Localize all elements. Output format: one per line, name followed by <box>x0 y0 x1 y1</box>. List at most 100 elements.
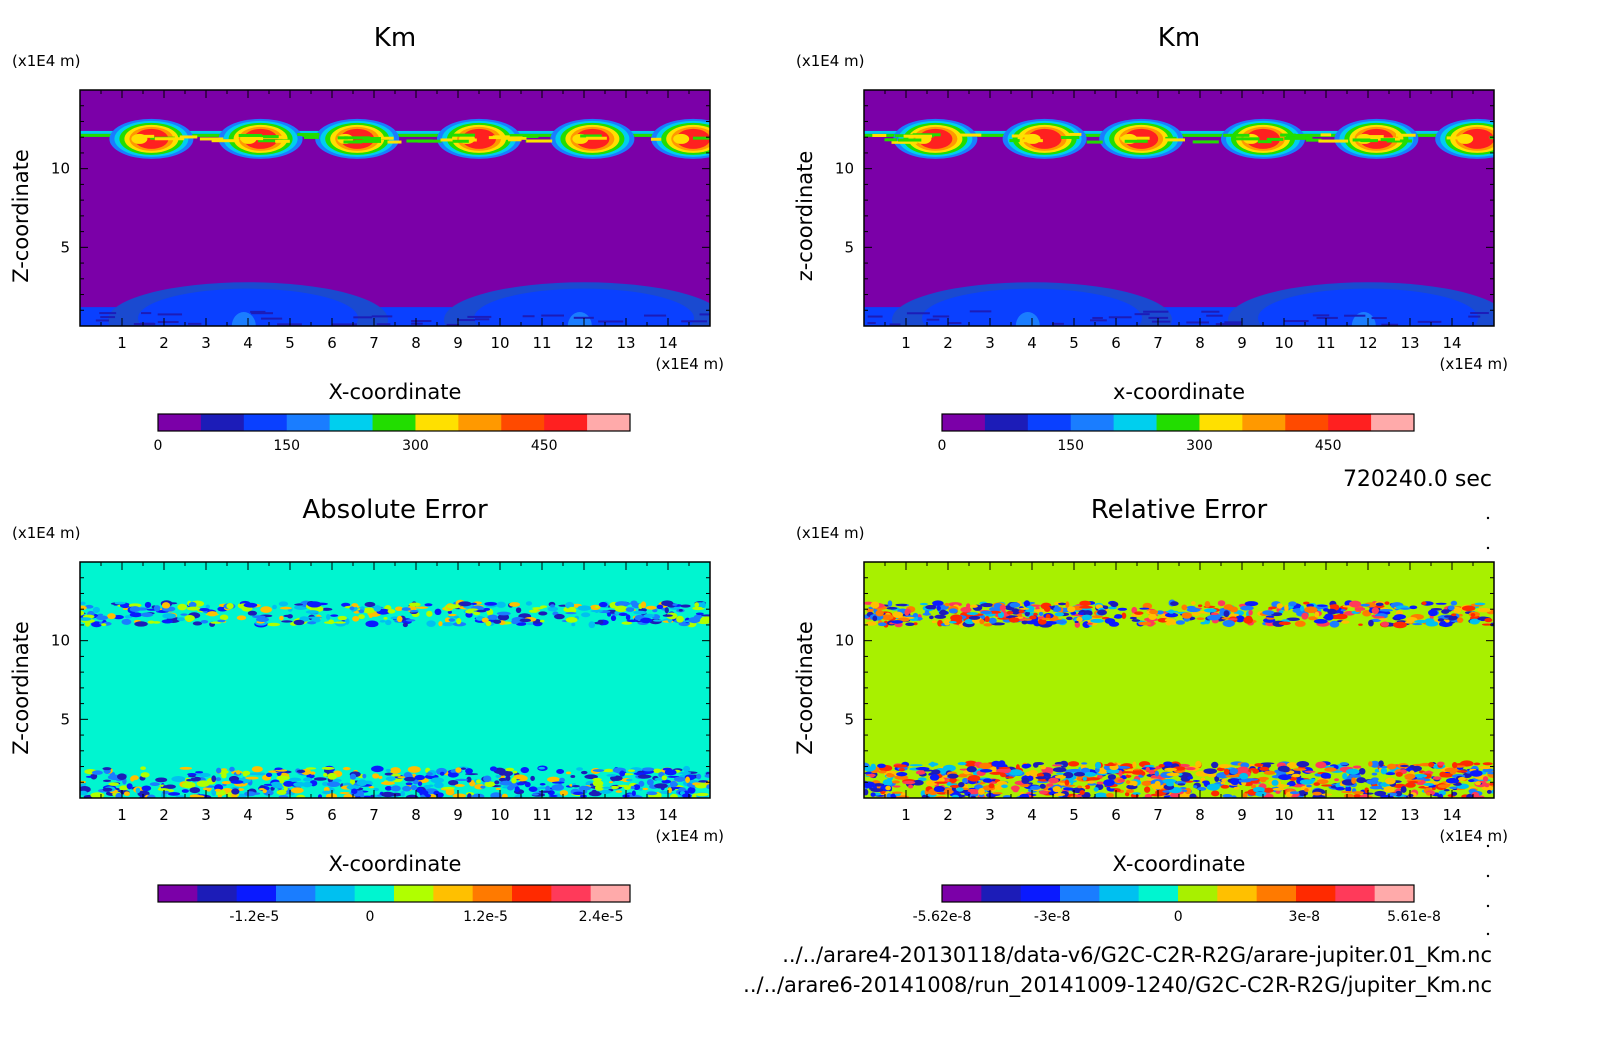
error-blob <box>281 620 293 623</box>
error-blob <box>1166 781 1174 787</box>
colorbar-swatch <box>1285 414 1329 431</box>
error-blob <box>967 788 981 795</box>
error-blob <box>1412 622 1423 626</box>
boundary-streak <box>99 312 117 315</box>
error-blob <box>870 788 884 793</box>
error-blob <box>531 607 544 610</box>
x-axis-label: X-coordinate <box>329 852 462 876</box>
error-blob <box>1266 617 1275 620</box>
error-blob <box>864 789 869 796</box>
error-blob <box>931 620 937 624</box>
error-blob <box>1445 777 1460 784</box>
error-blob <box>998 760 1006 768</box>
error-blob <box>512 770 518 774</box>
error-blob <box>385 776 396 782</box>
x-tick-label: 12 <box>1358 334 1377 352</box>
error-blob <box>211 775 217 783</box>
error-blob <box>1260 762 1275 765</box>
error-blob <box>221 781 232 785</box>
band-streak <box>337 136 348 140</box>
error-blob <box>1129 616 1137 620</box>
y-tick-label: 5 <box>60 710 70 728</box>
x-tick-label: 6 <box>327 334 337 352</box>
error-blob <box>397 776 406 779</box>
band-streak <box>959 133 982 137</box>
error-blob <box>383 616 388 620</box>
error-blob <box>619 770 626 777</box>
error-blob <box>878 770 887 774</box>
error-blob <box>531 793 539 796</box>
x-tick-label: 11 <box>1316 334 1335 352</box>
boundary-streak <box>1344 314 1366 317</box>
error-blob <box>80 790 88 796</box>
error-blob <box>942 764 956 772</box>
colorbar-swatch <box>1296 885 1336 902</box>
boundary-streak <box>1381 323 1399 326</box>
band-streak <box>872 133 887 137</box>
error-blob <box>407 766 421 773</box>
error-blob <box>198 772 211 778</box>
error-blob <box>384 785 393 791</box>
colorbar-swatch <box>433 885 474 902</box>
boundary-streak <box>926 318 940 321</box>
error-blob <box>1008 617 1020 623</box>
error-blob <box>590 609 604 613</box>
error-blob <box>283 780 294 787</box>
error-blob <box>1368 761 1373 767</box>
band-streak <box>1284 136 1313 140</box>
error-blob <box>627 769 636 772</box>
error-blob <box>1058 602 1067 606</box>
colorbar-tick-label: 3e-8 <box>1289 909 1320 925</box>
error-blob <box>1415 777 1427 780</box>
error-blob <box>368 786 375 789</box>
error-blob <box>696 773 702 780</box>
error-blob <box>516 621 527 626</box>
error-blob <box>870 601 880 609</box>
error-blob <box>1227 613 1240 617</box>
error-blob <box>493 619 502 624</box>
error-blob <box>426 620 436 627</box>
boundary-streak <box>969 310 992 313</box>
error-blob <box>1035 776 1047 780</box>
error-blob <box>1144 764 1155 768</box>
error-blob <box>1291 773 1301 778</box>
y-axis-label: Z-coordinate <box>9 621 33 755</box>
error-blob <box>1374 768 1380 773</box>
error-blob <box>498 777 507 782</box>
colorbar-tick-label: 150 <box>1057 438 1084 454</box>
colorbar-tick-label: 450 <box>1315 438 1342 454</box>
error-blob <box>1393 621 1407 629</box>
band-streak <box>1011 134 1036 138</box>
x-tick-label: 7 <box>1153 806 1163 824</box>
error-blob <box>306 773 315 779</box>
boundary-streak <box>1283 320 1309 323</box>
error-blob <box>887 600 893 607</box>
error-blob <box>1340 790 1354 794</box>
error-blob <box>957 762 967 766</box>
error-blob <box>1278 774 1292 781</box>
error-blob <box>1268 606 1277 610</box>
error-blob <box>1025 771 1031 777</box>
x-tick-label: 4 <box>243 334 253 352</box>
error-blob <box>1248 609 1253 616</box>
data-field <box>864 599 1494 798</box>
error-blob <box>384 772 394 776</box>
error-blob <box>652 619 664 622</box>
error-blob <box>1030 785 1041 790</box>
error-blob <box>1439 771 1447 778</box>
colorbar-swatch <box>1099 885 1140 902</box>
x-tick-label: 10 <box>1274 806 1293 824</box>
error-blob <box>135 787 141 794</box>
error-blob <box>305 610 319 614</box>
error-blob <box>936 605 941 611</box>
band-streak <box>1009 139 1020 143</box>
error-blob <box>458 601 472 607</box>
error-blob <box>1181 789 1188 792</box>
error-blob <box>255 617 270 622</box>
error-blob <box>1379 608 1393 612</box>
error-blob <box>637 774 652 779</box>
band-streak <box>354 139 382 143</box>
error-blob <box>1193 785 1198 789</box>
error-blob <box>1149 609 1159 615</box>
